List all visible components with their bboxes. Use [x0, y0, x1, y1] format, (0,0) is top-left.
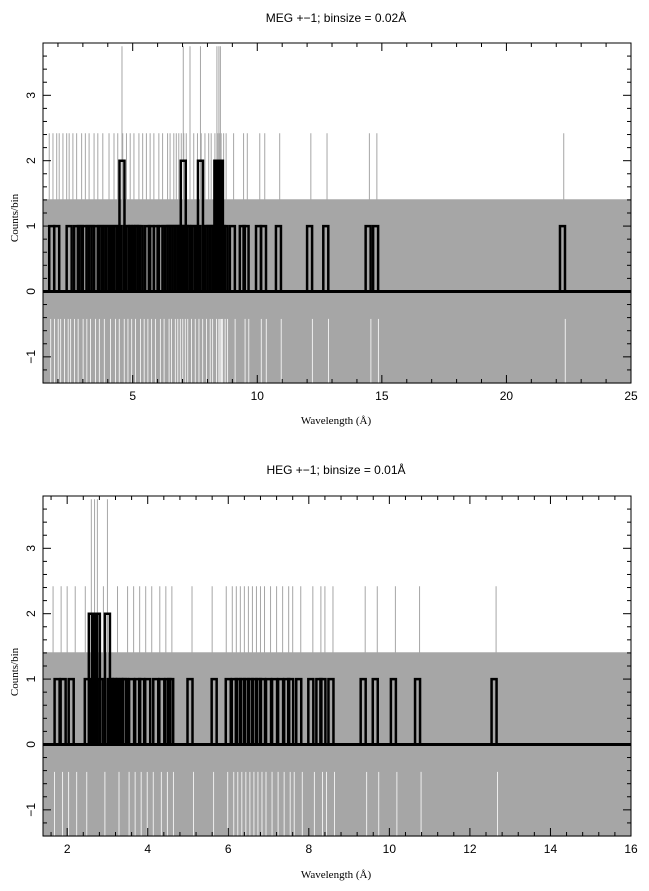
meg-bin-bar: [371, 224, 380, 292]
heg-x-tick-label: 6: [225, 842, 232, 856]
heg-bin-bar: [166, 677, 175, 745]
meg-bin-bar: [52, 224, 61, 292]
heg-bin-bar: [286, 677, 295, 745]
heg-y-tick-label: 3: [24, 545, 38, 552]
heg-bin-bar: [294, 677, 303, 745]
meg-x-tick-label: 15: [375, 389, 389, 403]
meg-x-tick-label: 20: [500, 389, 514, 403]
meg-x-tick-label: 25: [624, 389, 638, 403]
meg-y-tick-label: 1: [24, 222, 38, 229]
heg-bin-bar: [67, 677, 75, 745]
meg-y-tick-label: 0: [24, 288, 38, 295]
heg-bin-bar: [186, 677, 194, 745]
meg-bin-bar: [274, 224, 283, 292]
meg-y-tick-label: 3: [24, 92, 38, 99]
meg-y-axis-label: Counts/bin: [9, 193, 21, 242]
meg-panel: MEG +−1; binsize = 0.02Å 5 10 15 20 25 −1 0 1 2 3…: [9, 10, 638, 427]
meg-bin-bar: [221, 224, 229, 292]
heg-title: HEG +−1; binsize = 0.01Å: [266, 462, 405, 477]
meg-bin-bar: [65, 224, 73, 292]
heg-bin-bar: [490, 677, 498, 745]
heg-bin-bar: [319, 677, 327, 745]
heg-x-tick-label: 8: [305, 842, 312, 856]
meg-y-tick-label: 2: [24, 157, 38, 164]
heg-y-tick-label: −1: [24, 803, 38, 817]
heg-bin-bar: [389, 677, 398, 745]
meg-bin-bar: [228, 224, 237, 292]
heg-x-tick-label: 2: [64, 842, 71, 856]
heg-bin-bar: [210, 677, 218, 745]
heg-x-tick-label: 10: [383, 842, 397, 856]
heg-bin-bar: [307, 677, 315, 745]
meg-x-tick-label: 5: [129, 389, 136, 403]
heg-bin-bar: [96, 677, 104, 745]
heg-y-axis-label: Counts/bin: [9, 647, 21, 696]
meg-bin-bar: [259, 224, 268, 292]
heg-y-tick-label: 0: [24, 741, 38, 748]
meg-title: MEG +−1; binsize = 0.02Å: [266, 10, 406, 25]
heg-y-tick-label: 1: [24, 675, 38, 682]
meg-bin-bar: [242, 224, 250, 292]
meg-bin-bar: [364, 224, 372, 292]
meg-bin-bar: [305, 224, 314, 292]
heg-x-tick-label: 14: [544, 842, 558, 856]
heg-x-axis-label: Wavelength (Å): [301, 869, 372, 881]
heg-x-tick-label: 4: [144, 842, 151, 856]
meg-x-axis-label: Wavelength (Å): [301, 415, 372, 427]
meg-bin-bar: [322, 224, 330, 292]
meg-y-tick-label: −1: [24, 350, 38, 364]
heg-x-tick-label: 12: [463, 842, 477, 856]
heg-panel: HEG +−1; binsize = 0.01Å 2 4 6 8 10 12 14 16−10…: [9, 462, 638, 881]
heg-bin-bar: [413, 677, 422, 745]
meg-bin-bar: [136, 224, 144, 292]
heg-y-tick-label: 2: [24, 610, 38, 617]
heg-bin-bar: [371, 677, 380, 745]
heg-x-tick-label: 16: [624, 842, 638, 856]
meg-x-tick-label: 10: [251, 389, 265, 403]
heg-bin-bar: [59, 677, 67, 745]
meg-bin-bar: [558, 224, 567, 292]
heg-bin-bar: [327, 677, 335, 745]
heg-bin-bar: [359, 677, 367, 745]
heg-bin-bar: [143, 677, 152, 745]
